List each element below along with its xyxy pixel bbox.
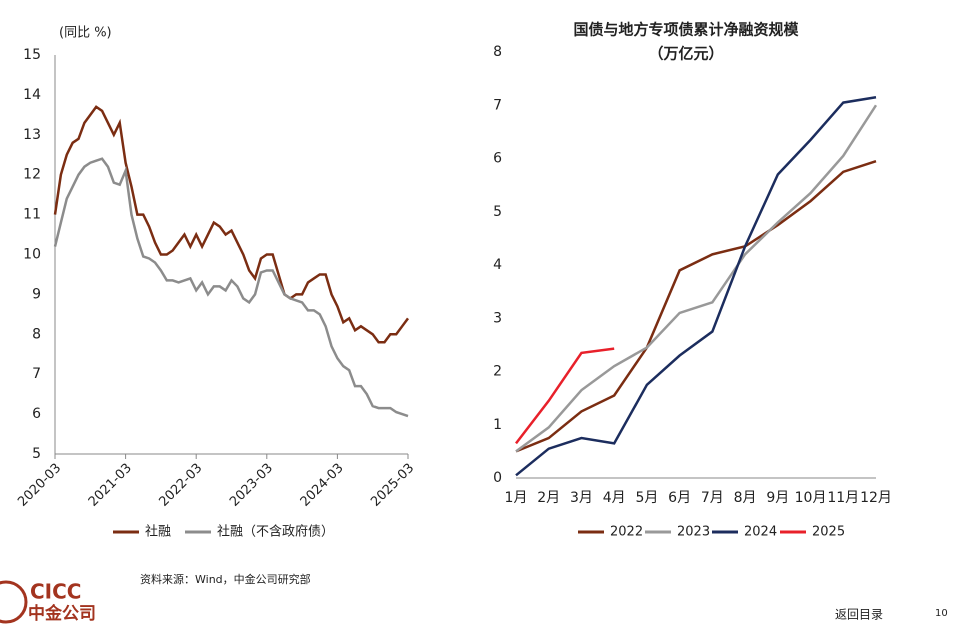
y-tick-label: 9 — [32, 286, 41, 302]
page-number: 10 — [935, 608, 948, 619]
x-tick-label: 2月 — [537, 490, 560, 506]
x-tick-label: 2025-03 — [368, 461, 417, 510]
series-line — [53, 105, 410, 344]
legend-label: 社融（不含政府债） — [217, 524, 334, 540]
x-tick-label: 8月 — [734, 490, 757, 506]
series-line — [515, 159, 877, 453]
series-line — [515, 347, 615, 445]
source-note: 资料来源：Wind，中金公司研究部 — [140, 572, 311, 586]
x-tick-label: 2022-03 — [156, 461, 205, 510]
series-line — [515, 96, 877, 477]
y-tick-label: 10 — [23, 247, 41, 263]
y-tick-label: 3 — [493, 310, 502, 326]
y-tick-label: 14 — [23, 87, 41, 103]
x-tick-label: 3月 — [570, 490, 593, 506]
nav-link[interactable]: 返回目录 — [835, 608, 883, 622]
legend-label: 2025 — [812, 525, 845, 540]
y-tick-label: 13 — [23, 127, 41, 143]
x-tick-label: 1月 — [505, 490, 528, 506]
y-tick-label: 6 — [493, 151, 502, 167]
x-tick-label: 7月 — [701, 490, 724, 506]
x-tick-label: 2023-03 — [227, 461, 276, 510]
series-line — [515, 104, 878, 453]
y-tick-label: 8 — [32, 326, 41, 342]
legend-label: 2022 — [610, 525, 643, 540]
y-tick-label: 5 — [32, 446, 41, 462]
y-tick-label: 15 — [23, 47, 41, 63]
x-tick-label: 2024-03 — [298, 461, 347, 510]
logo-mark — [0, 580, 28, 624]
x-tick-label: 2020-03 — [15, 461, 64, 510]
y-tick-label: 7 — [493, 97, 502, 113]
x-tick-label: 10月 — [795, 490, 827, 506]
x-tick-label: 11月 — [827, 490, 859, 506]
x-tick-label: 6月 — [668, 490, 691, 506]
chart-title: 国债与地方专项债累计净融资规模 — [573, 21, 799, 39]
y-tick-label: 8 — [493, 44, 502, 60]
y-tick-label: 5 — [493, 204, 502, 220]
x-tick-label: 5月 — [635, 490, 658, 506]
legend-label: 社融 — [145, 524, 171, 540]
logo-cn: 中金公司 — [28, 603, 96, 624]
legend-label: 2024 — [744, 525, 777, 540]
x-tick-label: 4月 — [603, 490, 626, 506]
chart-subtitle: （万亿元） — [648, 45, 723, 63]
y-tick-label: 11 — [23, 207, 41, 223]
x-tick-label: 2021-03 — [86, 461, 135, 510]
y-tick-label: 0 — [493, 470, 502, 486]
logo-en: CICC — [30, 580, 81, 604]
y-tick-label: 7 — [32, 366, 41, 382]
y-tick-label: 12 — [23, 167, 41, 183]
series-line — [53, 157, 409, 418]
y-tick-label: 4 — [493, 257, 502, 273]
y-tick-label: 1 — [493, 417, 502, 433]
y-tick-label: 6 — [32, 406, 41, 422]
y-axis-label: (同比 %) — [59, 26, 112, 41]
legend-label: 2023 — [677, 525, 710, 540]
x-tick-label: 9月 — [766, 490, 789, 506]
x-tick-label: 12月 — [860, 490, 892, 506]
y-tick-label: 2 — [493, 364, 502, 380]
